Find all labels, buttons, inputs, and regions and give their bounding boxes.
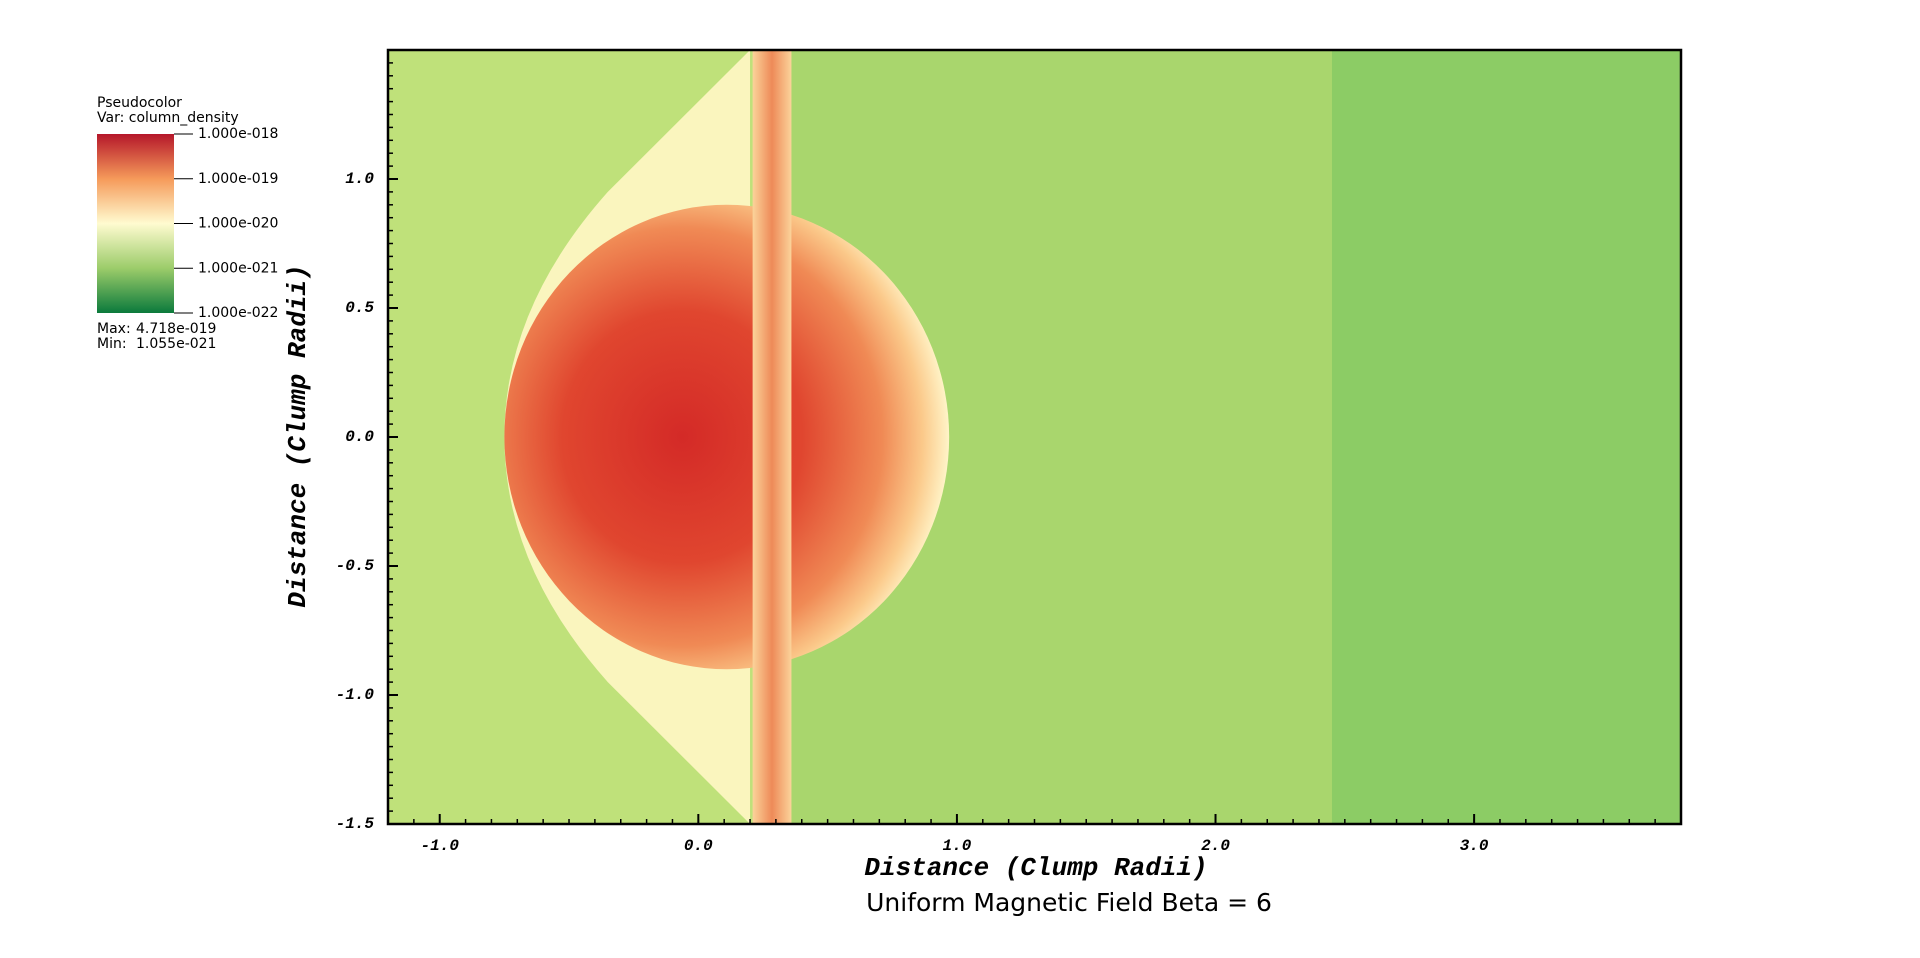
x-tick-label: 2.0 xyxy=(1201,837,1230,855)
x-tick-label: 0.0 xyxy=(684,837,713,855)
clump xyxy=(504,204,950,670)
legend-min-text: Min: xyxy=(97,336,127,352)
y-tick-label: -1.0 xyxy=(336,686,375,704)
colorbar xyxy=(97,134,174,313)
shock-strip xyxy=(752,50,792,824)
y-tick-label: -1.5 xyxy=(336,815,375,833)
legend-tick-label: 1.000e-020 xyxy=(198,216,278,232)
field-downstream xyxy=(1331,50,1681,824)
y-tick-label: 0.0 xyxy=(345,428,374,446)
legend-variable: Var: column_density xyxy=(97,110,239,126)
legend-plot-name: Pseudocolor xyxy=(97,95,182,111)
legend-tick-label: 1.000e-019 xyxy=(198,171,278,187)
x-axis-label: Distance (Clump Radii) xyxy=(864,853,1207,883)
x-tick-label: 1.0 xyxy=(943,837,972,855)
field xyxy=(388,50,1681,824)
legend-min: 1.055e-021 xyxy=(136,336,216,352)
legend-tick-label: 1.000e-022 xyxy=(198,305,278,321)
legend-tick-label: 1.000e-018 xyxy=(198,126,278,142)
legend-max-text: Max: xyxy=(97,321,131,337)
y-axis-label: Distance (Clump Radii) xyxy=(283,264,313,607)
x-tick-label: 3.0 xyxy=(1460,837,1489,855)
x-tick-label: -1.0 xyxy=(421,837,460,855)
legend-tick-label: 1.000e-021 xyxy=(198,260,278,276)
y-tick-label: 1.0 xyxy=(345,170,374,188)
legend-max: 4.718e-019 xyxy=(136,321,216,337)
y-tick-label: -0.5 xyxy=(336,557,375,575)
chart-title: Uniform Magnetic Field Beta = 6 xyxy=(866,888,1272,917)
y-tick-label: 0.5 xyxy=(345,299,374,317)
